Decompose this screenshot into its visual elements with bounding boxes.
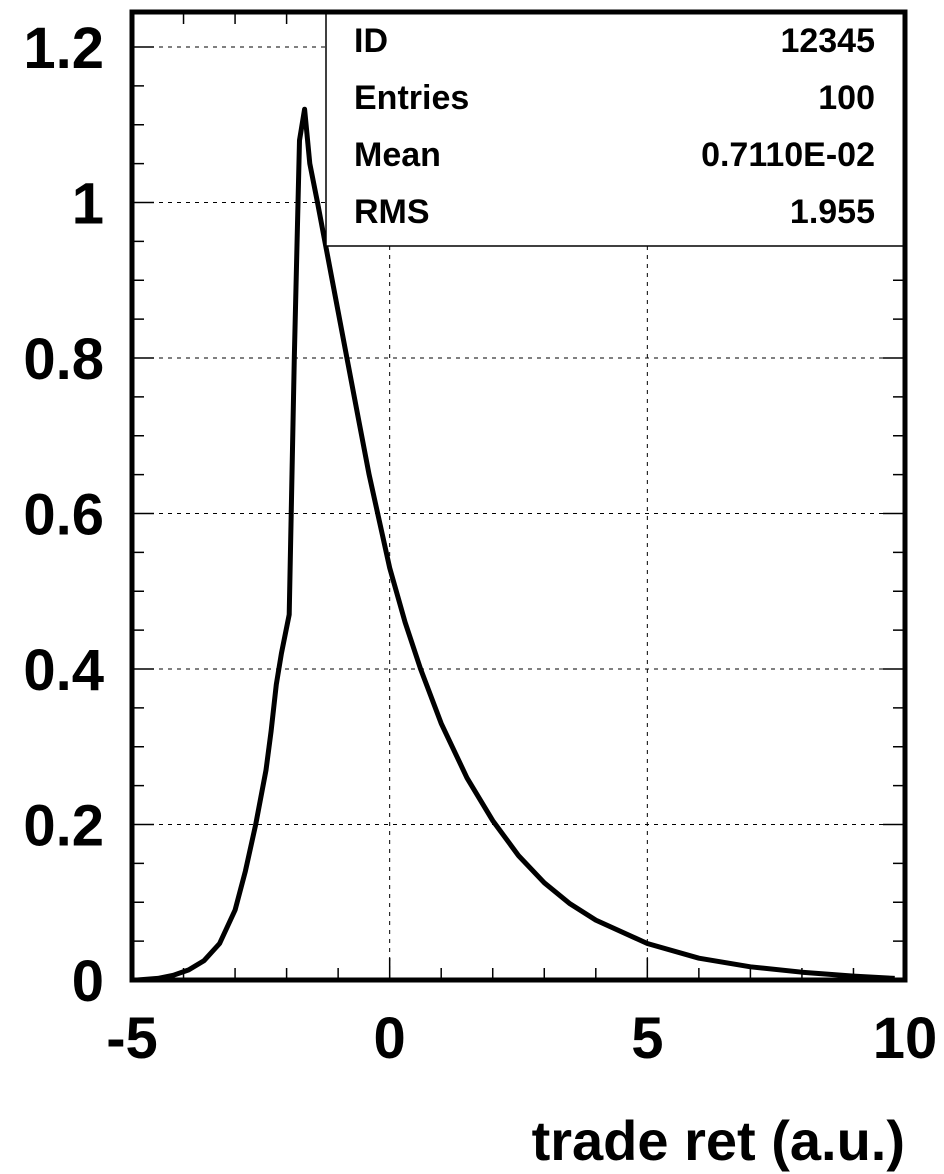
x-tick-label: -5 <box>106 1006 158 1071</box>
x-axis-title: trade ret (a.u.) <box>532 1109 905 1172</box>
stats-value-entries: 100 <box>818 79 875 117</box>
y-tick-label: 0.8 <box>23 327 104 392</box>
y-tick-label: 1.2 <box>23 16 104 81</box>
plot-area <box>137 106 895 983</box>
y-tick-label: 0.4 <box>23 638 104 703</box>
stats-value-id: 12345 <box>780 22 875 60</box>
grid <box>132 12 905 980</box>
stats-box: ID 12345 Entries 100 Mean 0.7110E-02 RMS… <box>325 11 906 247</box>
x-tick-labels: -5 0 5 10 <box>106 1006 937 1071</box>
y-tick-label: 0 <box>72 949 104 1014</box>
stats-label-mean: Mean <box>354 136 441 174</box>
x-tick-label: 5 <box>631 1006 663 1071</box>
x-tick-label: 10 <box>873 1006 938 1071</box>
stats-label-entries: Entries <box>354 79 469 117</box>
y-tick-labels: 0 0.2 0.4 0.6 0.8 1 1.2 <box>23 16 104 1014</box>
stats-value-rms: 1.955 <box>790 193 875 231</box>
y-tick-label: 1 <box>72 172 104 237</box>
stats-label-rms: RMS <box>354 193 430 231</box>
y-tick-label: 0.6 <box>23 483 104 548</box>
y-tick-label: 0.2 <box>23 794 104 859</box>
stats-box-frame <box>325 11 906 247</box>
stats-label-id: ID <box>354 22 388 60</box>
stats-value-mean: 0.7110E-02 <box>701 136 875 174</box>
plot-frame <box>129 9 908 983</box>
distribution-curve <box>137 106 895 983</box>
x-tick-label: 0 <box>374 1006 406 1071</box>
